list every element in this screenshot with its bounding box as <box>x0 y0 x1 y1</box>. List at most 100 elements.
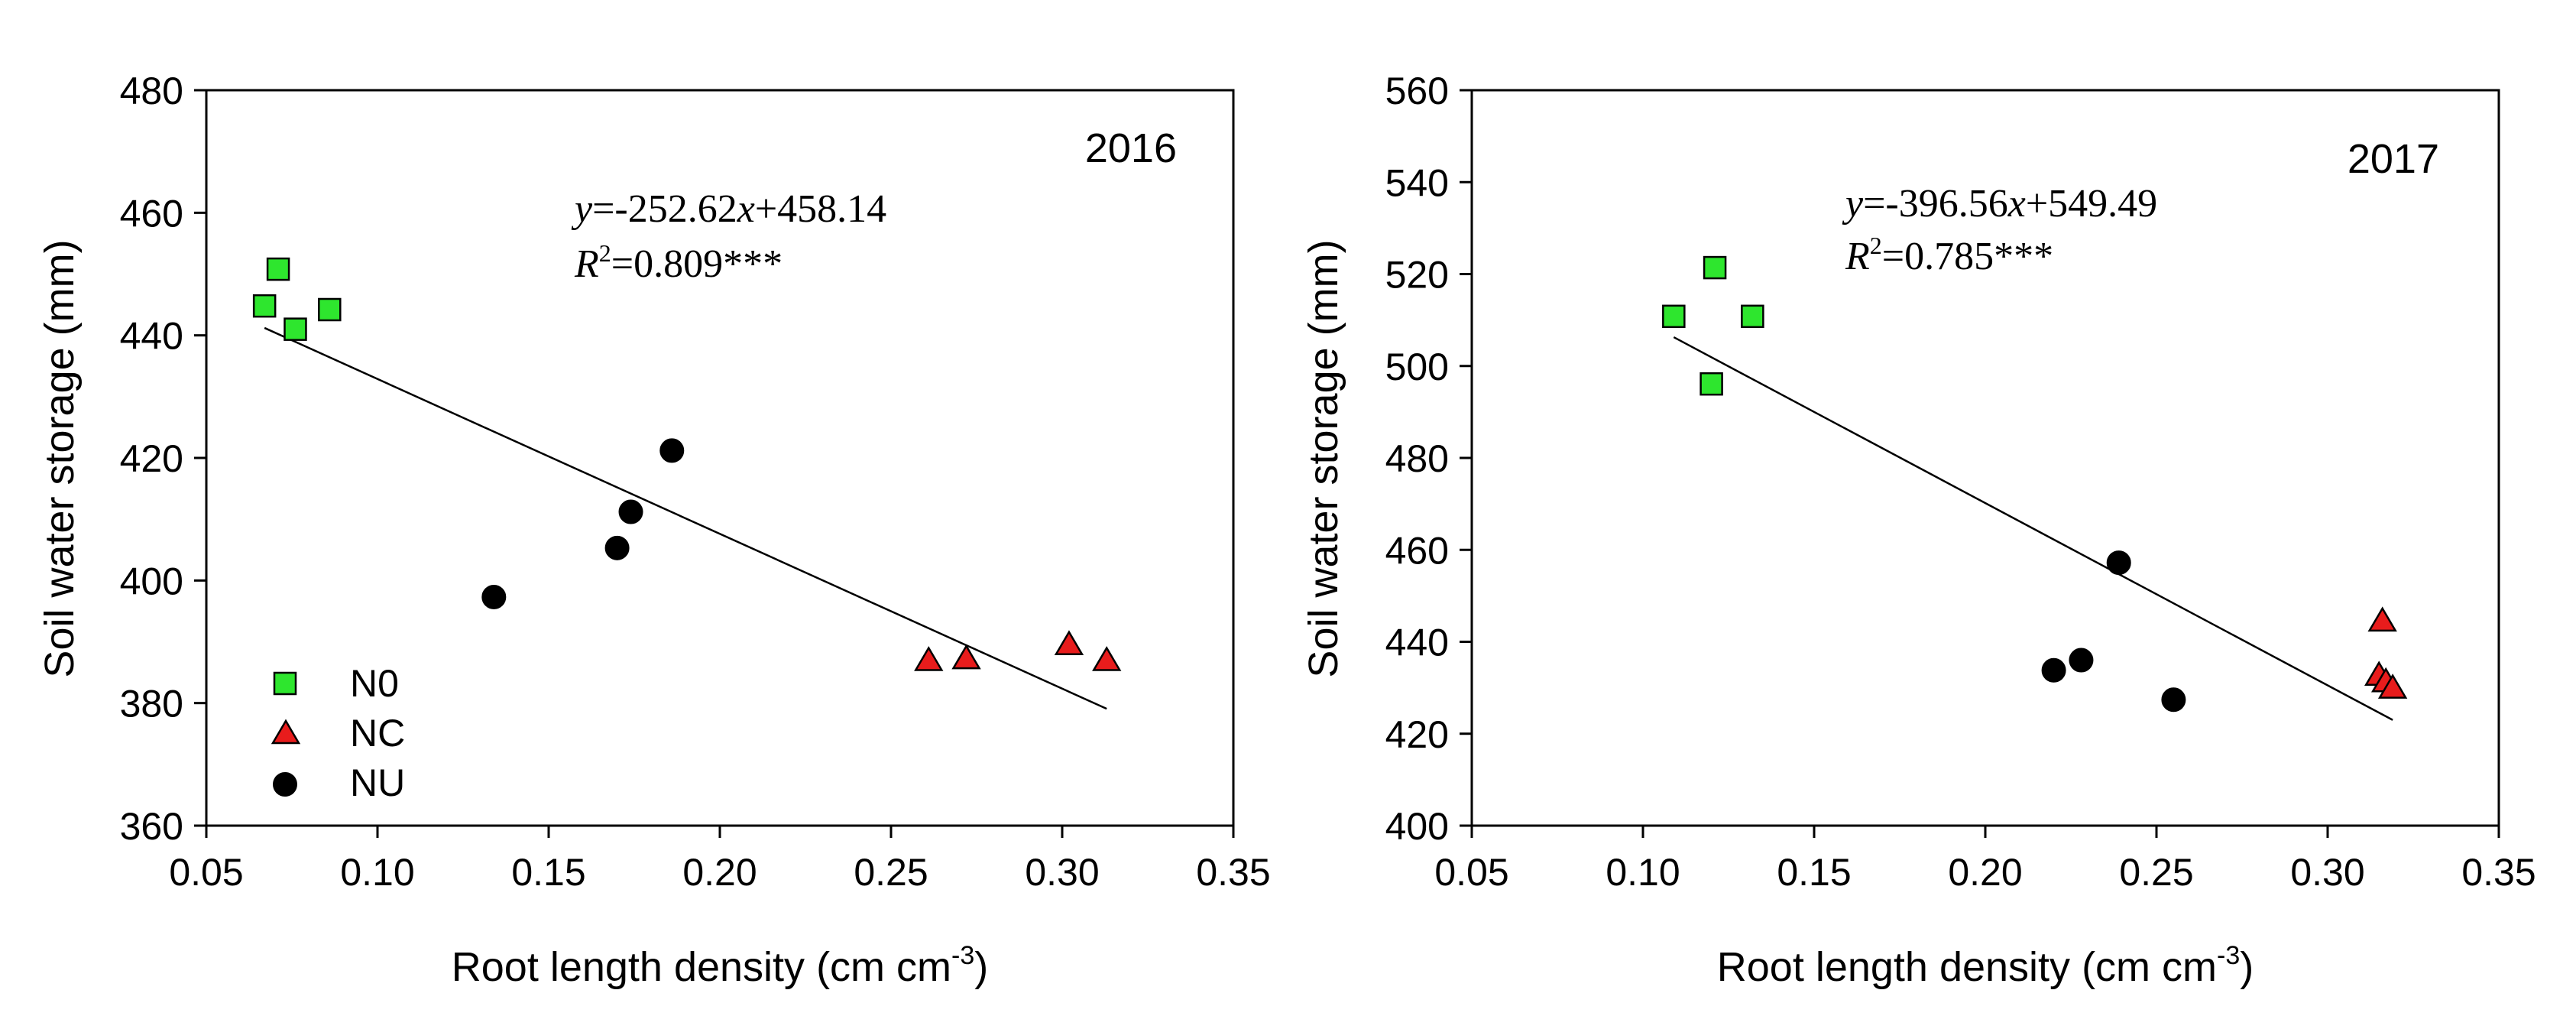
data-points <box>252 257 1122 671</box>
legend-label-n0: N0 <box>350 662 399 705</box>
legend-marker-nu <box>273 772 297 797</box>
data-point-n0 <box>1741 304 1764 329</box>
regression-equation: y=-252.62x+458.14 <box>571 187 886 231</box>
eq-coefficients: =-252.62 <box>592 187 737 231</box>
x-tick-label: 0.35 <box>1196 851 1270 894</box>
y-tick-label: 460 <box>1385 529 1449 572</box>
data-point-nu <box>2069 648 2094 673</box>
data-point-nc <box>914 646 944 671</box>
legend-marker-n0 <box>273 671 297 696</box>
y-tick-label: 400 <box>1385 805 1449 848</box>
regression-equation: y=-396.56x+549.49 <box>1842 182 2157 226</box>
legend-label-nc: NC <box>350 712 405 755</box>
y-tick-label: 440 <box>120 315 183 358</box>
x-tick-label: 0.20 <box>682 851 757 894</box>
y-tick-label: 460 <box>120 192 183 235</box>
x-tick-label: 0.15 <box>511 851 585 894</box>
y-tick-label: 500 <box>1385 346 1449 388</box>
legend-marker-nc <box>271 719 301 745</box>
r-symbol: R <box>574 242 599 286</box>
data-point-nu <box>659 438 685 463</box>
eq-y-symbol: y <box>571 187 593 231</box>
fit-line-group <box>1673 336 2393 721</box>
eq-x-symbol: x <box>737 187 755 231</box>
x-title-main: Root length density (cm cm <box>452 944 951 990</box>
panel-year-label: 2017 <box>2348 136 2439 182</box>
r-value: =0.809*** <box>611 242 783 286</box>
data-point-nc <box>2367 606 2397 632</box>
eq-intercept: +549.49 <box>2026 182 2157 226</box>
y-axis-title: Soil water storage (mm) <box>37 239 83 677</box>
y-tick-label: 540 <box>1385 161 1449 204</box>
x-title-main: Root length density (cm cm <box>1717 944 2217 990</box>
y-tick-label: 360 <box>120 805 183 848</box>
y-tick-label: 400 <box>120 560 183 602</box>
chart-2017: 0.05 0.10 0.15 0.20 0.25 0.30 0.35 400 420 440 46… <box>1301 70 2536 990</box>
y-tick-label: 440 <box>1385 622 1449 664</box>
data-point-nu <box>2106 550 2131 576</box>
regression-line <box>264 326 1107 710</box>
data-point-nc <box>2377 674 2408 699</box>
y-tick-label: 420 <box>120 437 183 480</box>
y-axis: 360 380 400 420 440 460 480 <box>120 70 206 848</box>
data-point-n0 <box>318 297 342 322</box>
data-points <box>1662 255 2408 713</box>
x-tick-label: 0.05 <box>1434 851 1508 894</box>
x-axis: 0.05 0.10 0.15 0.20 0.25 0.30 0.35 <box>169 826 1271 894</box>
y-axis: 400 420 440 460 480 500 520 540 560 <box>1385 70 1472 848</box>
legend-label-nu: NU <box>350 761 405 804</box>
y-axis-title: Soil water storage (mm) <box>1301 239 1346 677</box>
x-tick-label: 0.25 <box>2119 851 2193 894</box>
x-axis-title: Root length density (cm cm-3) <box>1717 941 2254 990</box>
y-tick-label: 380 <box>120 683 183 725</box>
y-tick-label: 420 <box>1385 713 1449 756</box>
data-point-n0 <box>1700 372 1723 396</box>
regression-line <box>1673 336 2393 721</box>
x-tick-label: 0.25 <box>854 851 928 894</box>
y-tick-label: 480 <box>120 70 183 112</box>
fit-line-group <box>264 326 1107 710</box>
data-point-n0 <box>266 257 290 281</box>
r-squared: R2=0.785*** <box>1845 232 2053 278</box>
x-tick-label: 0.20 <box>1948 851 2022 894</box>
x-tick-label: 0.30 <box>2290 851 2364 894</box>
data-point-n0 <box>252 294 277 318</box>
r-exponent: 2 <box>1870 232 1882 259</box>
data-point-n0 <box>1703 255 1727 280</box>
r-value: =0.785*** <box>1882 235 2053 278</box>
x-tick-label: 0.35 <box>2461 851 2535 894</box>
data-point-nu <box>2161 687 2186 713</box>
data-point-nu <box>2041 657 2066 683</box>
data-point-nu <box>618 499 643 524</box>
x-tick-label: 0.05 <box>169 851 243 894</box>
eq-y-symbol: y <box>1842 182 1864 226</box>
x-axis-title: Root length density (cm cm-3) <box>452 941 988 990</box>
y-tick-label: 520 <box>1385 254 1449 297</box>
x-tick-label: 0.10 <box>340 851 414 894</box>
x-title-exponent: -3 <box>2217 941 2240 970</box>
legend: N0 NC NU <box>271 662 405 804</box>
r-squared: R2=0.809*** <box>574 239 783 286</box>
y-tick-label: 560 <box>1385 70 1449 112</box>
x-title-exponent: -3 <box>951 941 974 970</box>
data-point-nc <box>951 644 981 670</box>
data-point-nu <box>604 535 630 560</box>
data-point-n0 <box>1662 304 1686 329</box>
panel-year-label: 2016 <box>1085 125 1177 171</box>
y-tick-label: 480 <box>1385 437 1449 480</box>
eq-x-symbol: x <box>2007 182 2026 226</box>
data-point-n0 <box>284 317 307 341</box>
eq-intercept: +458.14 <box>755 187 886 231</box>
x-axis: 0.05 0.10 0.15 0.20 0.25 0.30 0.35 <box>1434 826 2536 894</box>
chart-2016: 0.05 0.10 0.15 0.20 0.25 0.30 0.35 360 380 400 42… <box>37 70 1271 990</box>
data-point-nc <box>1092 646 1122 671</box>
data-point-nu <box>481 584 507 609</box>
r-exponent: 2 <box>599 239 611 267</box>
x-tick-label: 0.10 <box>1606 851 1680 894</box>
x-tick-label: 0.15 <box>1777 851 1851 894</box>
eq-coefficients: =-396.56 <box>1863 182 2008 226</box>
x-title-suffix: ) <box>974 944 988 990</box>
x-tick-label: 0.30 <box>1025 851 1099 894</box>
r-symbol: R <box>1845 235 1870 278</box>
